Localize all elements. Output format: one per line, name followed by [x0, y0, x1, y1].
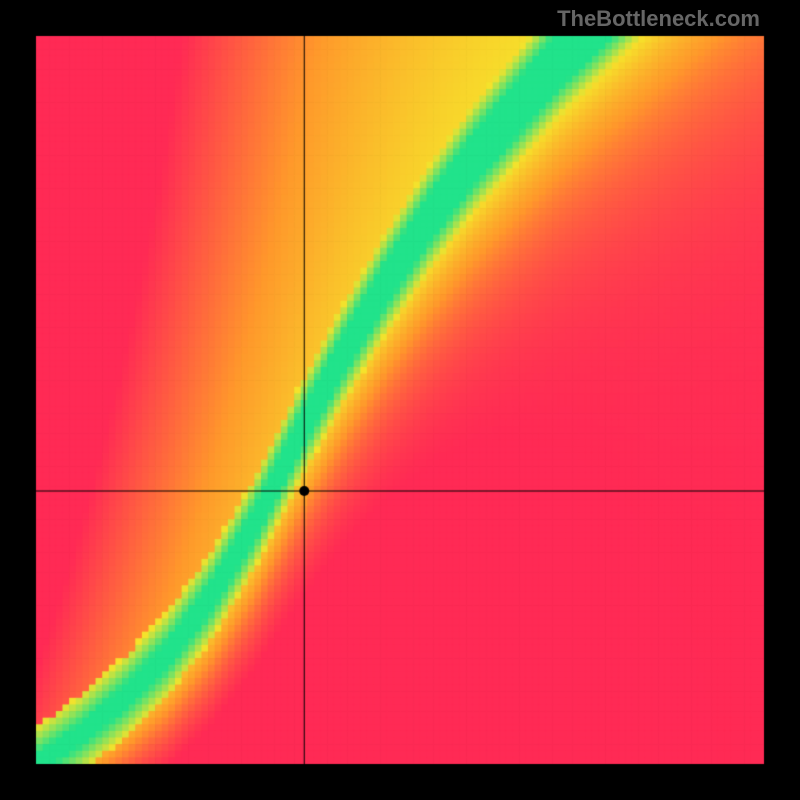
- heatmap-canvas: [0, 0, 800, 800]
- bottleneck-heatmap-chart: { "watermark": { "text": "TheBottleneck.…: [0, 0, 800, 800]
- watermark-text: TheBottleneck.com: [557, 6, 760, 32]
